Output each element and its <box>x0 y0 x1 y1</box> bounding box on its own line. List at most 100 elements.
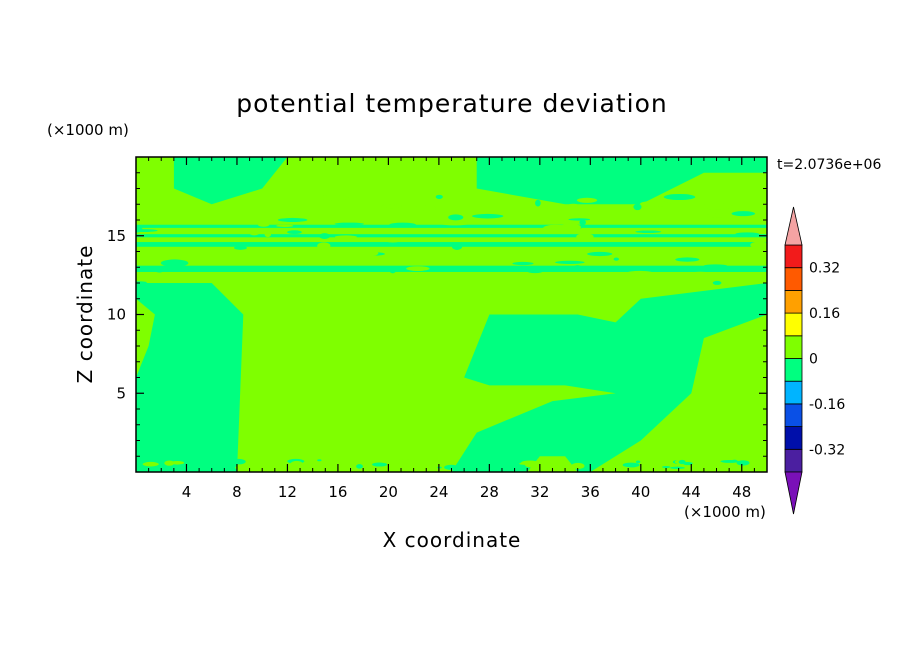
streak-20 <box>613 257 619 261</box>
field-band-1 <box>136 234 767 238</box>
streak-59 <box>576 233 594 240</box>
streak-46 <box>160 259 189 267</box>
bottom-blob-39 <box>317 459 322 462</box>
streak-68 <box>568 218 591 221</box>
streak-63 <box>712 280 722 285</box>
colorbar-swatch-1 <box>784 426 803 450</box>
x-tick-label-44: 44 <box>682 483 701 501</box>
field-region-4 <box>388 364 414 386</box>
colorbar-label-4: -0.32 <box>809 442 845 458</box>
y-tick-label-15: 15 <box>107 227 126 245</box>
bottom-blob-28 <box>444 464 459 470</box>
bottom-blob-14 <box>356 464 363 469</box>
streak-52 <box>731 211 756 217</box>
x-tick-label-48: 48 <box>732 483 751 501</box>
x-unit-label: (×1000 m) <box>684 503 766 521</box>
streak-32 <box>587 251 613 257</box>
bottom-blob-11 <box>736 460 750 466</box>
x-tick-label-12: 12 <box>278 483 297 501</box>
streak-9 <box>451 243 463 250</box>
streak-55 <box>750 241 767 249</box>
bottom-blob-25 <box>142 461 159 467</box>
streak-43 <box>136 229 158 233</box>
streak-15 <box>287 230 302 235</box>
streak-69 <box>512 261 534 266</box>
bottom-blob-37 <box>622 462 640 468</box>
field-region-1 <box>590 314 767 472</box>
streak-36 <box>406 266 430 271</box>
streak-33 <box>316 194 350 201</box>
streak-16 <box>633 203 642 211</box>
contour-detail <box>136 193 767 472</box>
bottom-blob-32 <box>683 461 693 466</box>
streak-53 <box>383 237 403 243</box>
colorbar-swatch-3 <box>784 380 803 405</box>
streak-7 <box>317 242 331 250</box>
x-tick-label-4: 4 <box>182 483 192 501</box>
x-tick-label-32: 32 <box>530 483 549 501</box>
bottom-blob-24 <box>635 460 641 464</box>
streak-61 <box>248 228 261 236</box>
streak-44 <box>257 222 270 227</box>
bottom-blob-31 <box>235 466 241 470</box>
streak-47 <box>715 237 725 241</box>
colorbar-swatch-2 <box>784 403 803 427</box>
streak-25 <box>735 232 760 236</box>
streak-28 <box>203 222 234 225</box>
streak-8 <box>592 205 600 209</box>
field-band-2 <box>136 224 767 228</box>
bottom-blob-35 <box>662 465 671 469</box>
streak-17 <box>389 266 397 274</box>
streak-13 <box>413 205 437 211</box>
streak-38 <box>319 233 330 240</box>
bottom-blob-12 <box>170 460 185 465</box>
streak-45 <box>389 222 416 227</box>
streak-49 <box>435 194 443 199</box>
streak-29 <box>663 193 696 201</box>
colorbar-swatch-0 <box>784 448 803 473</box>
x-tick-label-8: 8 <box>232 483 242 501</box>
streak-65 <box>573 265 582 271</box>
colorbar-label-0: 0.32 <box>809 261 840 277</box>
colorbar-swatch-7 <box>784 289 803 314</box>
streak-39 <box>276 224 294 228</box>
bottom-blob-3 <box>396 458 413 464</box>
streak-40 <box>640 200 671 207</box>
streak-60 <box>675 257 700 262</box>
streak-66 <box>635 230 662 234</box>
y-tick-label-10: 10 <box>107 306 126 324</box>
bottom-blob-22 <box>564 465 580 469</box>
bottom-blob-2 <box>634 466 653 471</box>
field-region-2 <box>136 298 155 378</box>
streak-30 <box>277 217 308 223</box>
streak-48 <box>237 273 250 279</box>
colorbar-swatch-9 <box>784 244 803 269</box>
streak-24 <box>535 199 541 207</box>
x-tick-label-16: 16 <box>328 483 347 501</box>
colorbar-label-2: 0 <box>809 352 818 368</box>
x-ticks: 4 8 12 16 20 24 28 32 36 40 44 48 <box>148 157 755 501</box>
bottom-blob-4 <box>670 466 685 469</box>
bottom-blob-34 <box>188 461 199 466</box>
bottom-blob-6 <box>720 459 739 463</box>
x-tick-label-20: 20 <box>379 483 398 501</box>
streak-14 <box>439 221 471 226</box>
x-tick-label-24: 24 <box>429 483 448 501</box>
y-axis-label: Z coordinate <box>73 245 97 384</box>
streak-11 <box>234 245 247 250</box>
streak-56 <box>354 272 370 280</box>
bottom-blob-15 <box>160 466 178 472</box>
streak-12 <box>334 235 357 239</box>
streak-41 <box>141 214 163 220</box>
bottom-blob-27 <box>372 462 388 467</box>
streak-35 <box>472 213 504 219</box>
field-band-3 <box>136 265 767 272</box>
streak-37 <box>448 214 464 221</box>
colorbar-label-1: 0.16 <box>809 306 840 322</box>
bottom-blob-17 <box>139 457 147 463</box>
field-band-0 <box>136 242 767 247</box>
streak-58 <box>624 270 656 278</box>
colorbar-swatch-5 <box>784 335 803 359</box>
bottom-blob-23 <box>231 458 246 465</box>
